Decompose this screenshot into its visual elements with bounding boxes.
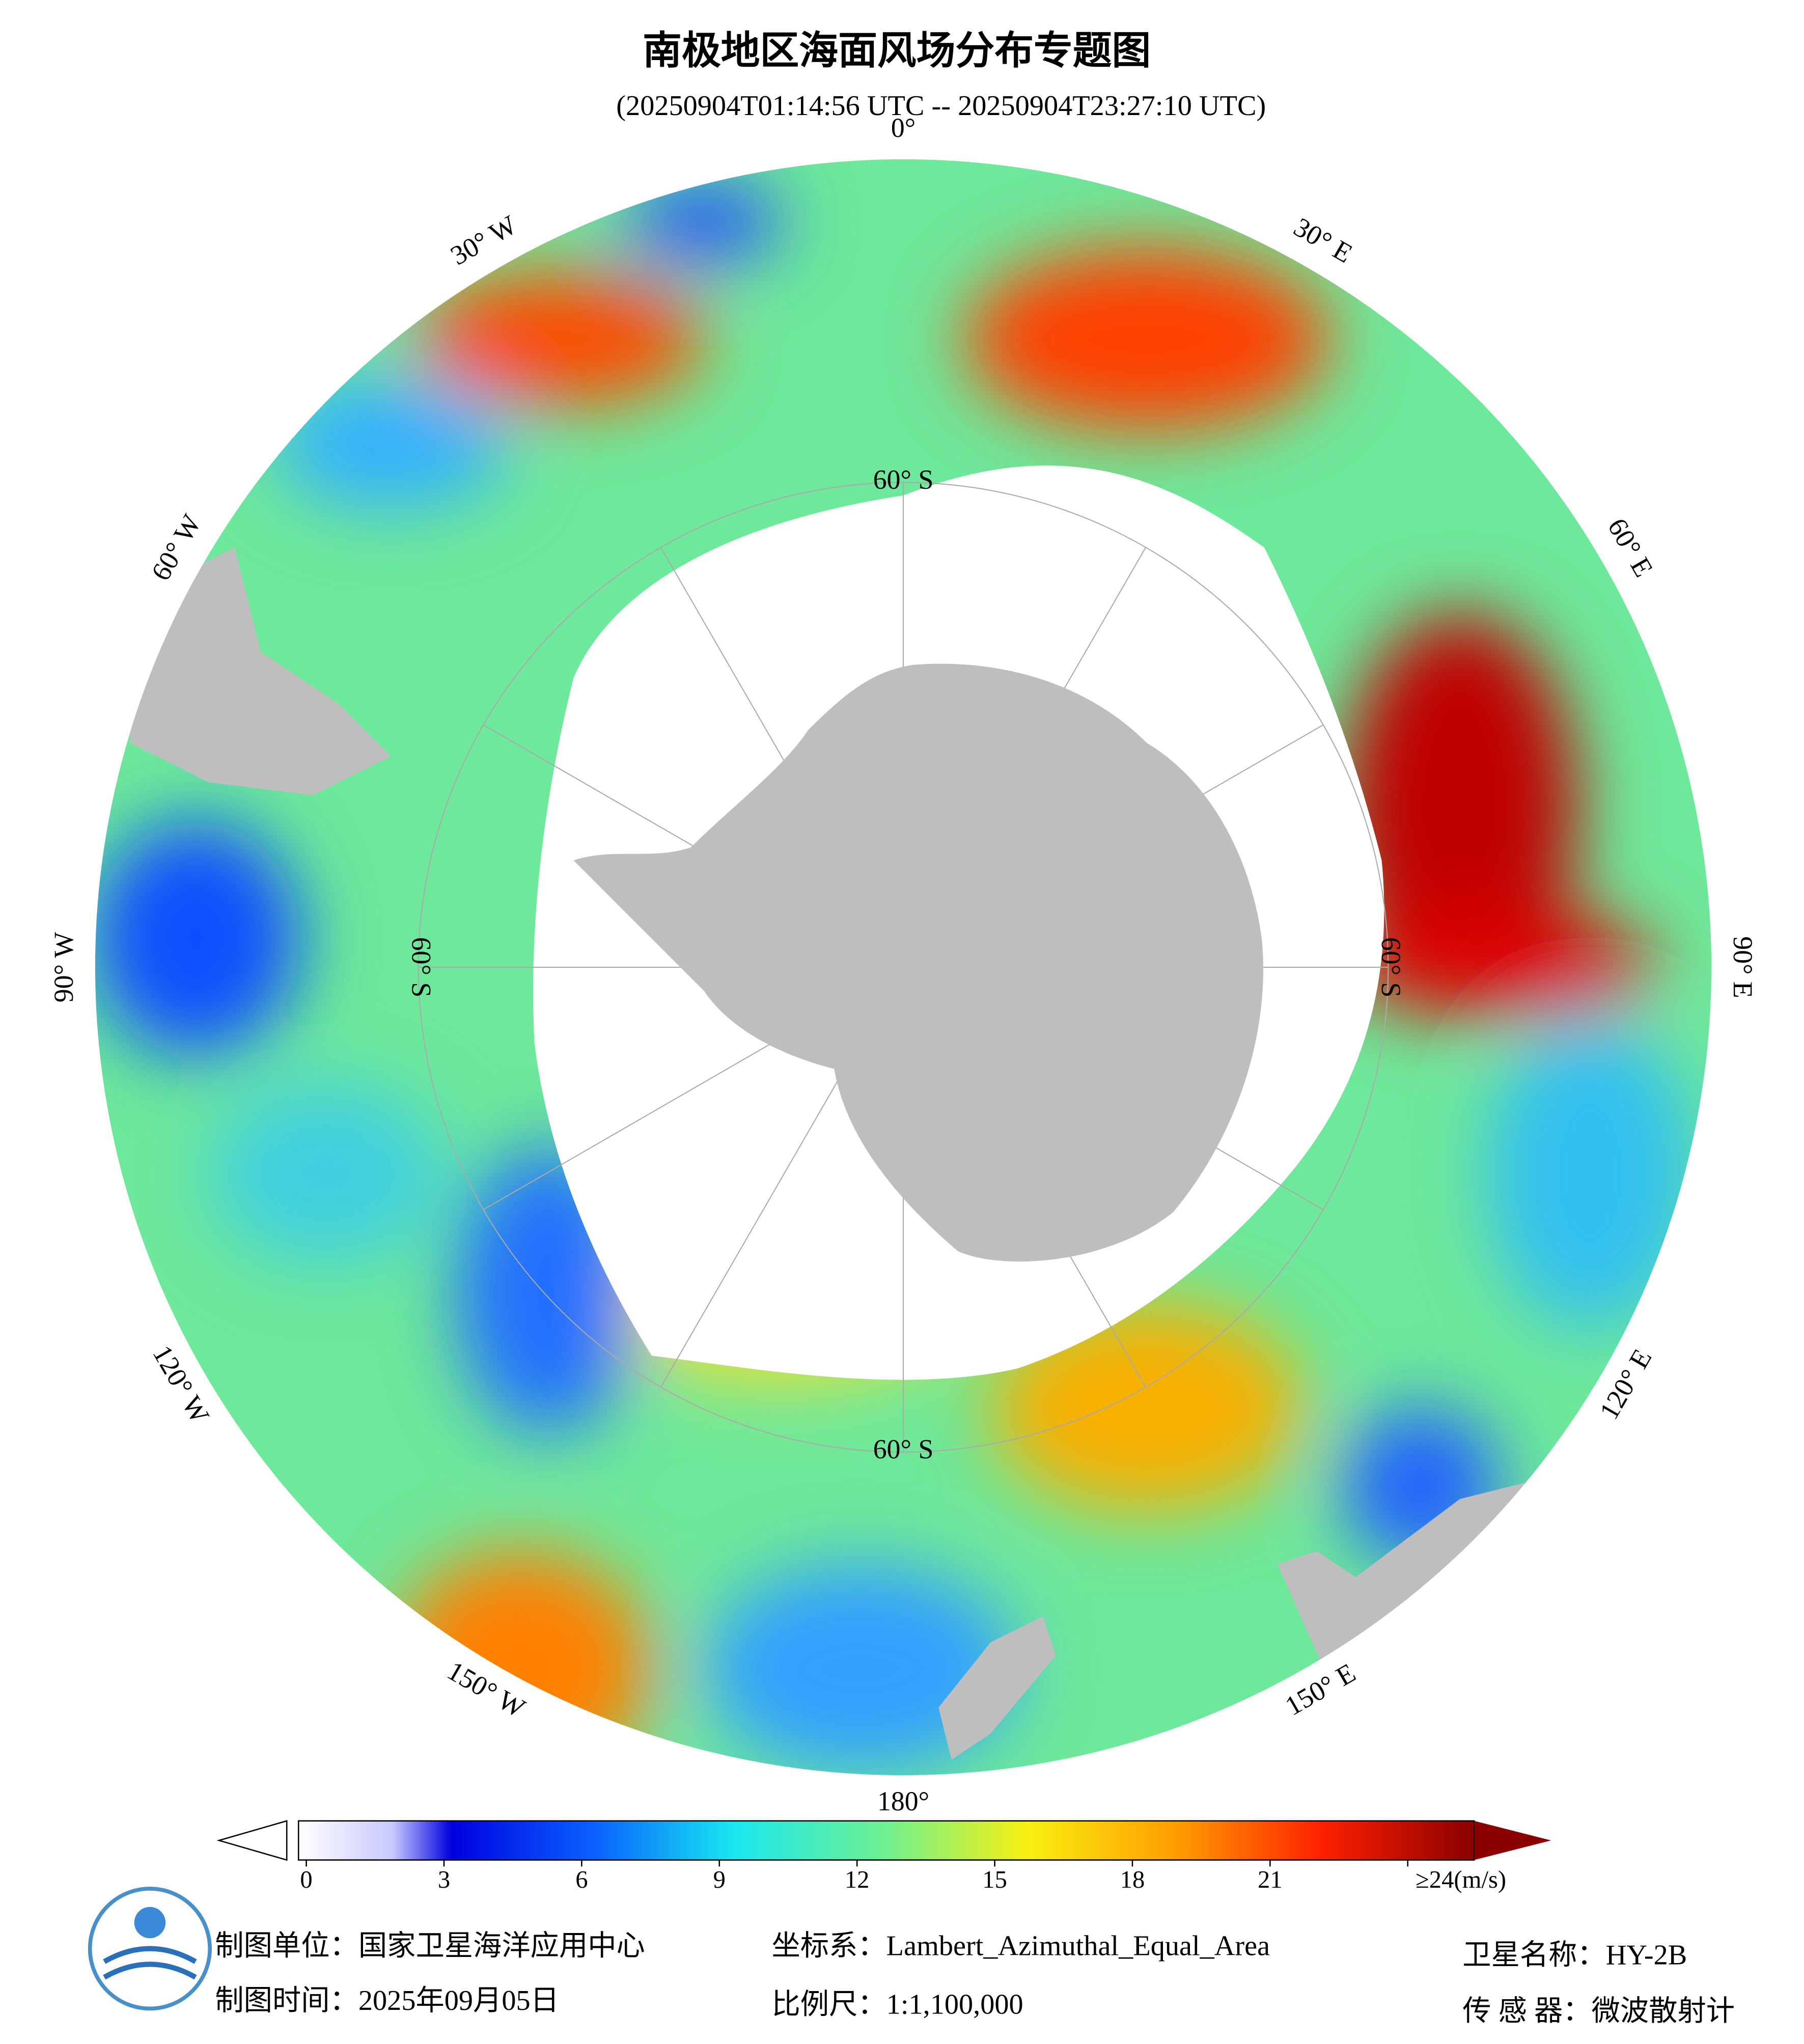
colorbar-low-arrow xyxy=(216,1820,288,1861)
colorbar-tick-label: 9 xyxy=(713,1866,726,1893)
colorbar-high-arrow xyxy=(1474,1821,1551,1860)
colorbar: 0 3 6 9 12 15 18 21 ≥24(m/s) xyxy=(216,1820,1551,1893)
latitude-label: 60° S xyxy=(873,1434,934,1465)
title: 南极地区海面风场分布专题图 xyxy=(643,30,1151,73)
latitude-label: 60° S xyxy=(873,464,934,495)
footer-sensor: 传 感 器：微波散射计 xyxy=(1462,1996,1735,2027)
longitude-label: 0° xyxy=(891,113,915,143)
longitude-label: 30° E xyxy=(1289,211,1357,269)
longitude-label: 180° xyxy=(877,1786,929,1816)
footer-satellite: 卫星名称：HY-2B xyxy=(1462,1939,1687,1971)
longitude-label: 60° E xyxy=(1602,513,1659,582)
longitude-label: 90° E xyxy=(1728,936,1758,998)
colorbar-tick-label: 18 xyxy=(1120,1866,1145,1893)
latitude-label: 60° S xyxy=(1376,937,1406,998)
longitude-label: 90° W xyxy=(48,932,79,1002)
colorbar-tick-label: 0 xyxy=(300,1866,312,1893)
antarctica xyxy=(573,663,1264,1262)
colorbar-tick-label: 12 xyxy=(845,1866,870,1893)
colorbar-bar xyxy=(297,1820,1475,1861)
subtitle: (20250904T01:14:56 UTC -- 20250904T23:27… xyxy=(616,90,1266,122)
colorbar-tick-label: ≥24(m/s) xyxy=(1416,1866,1506,1893)
logo xyxy=(88,1887,212,2011)
footer-crs: 坐标系：Lambert_Azimuthal_Equal_Area xyxy=(772,1930,1270,1962)
footer-date: 制图时间：2025年09月05日 xyxy=(215,1985,559,2017)
colorbar-tick-label: 21 xyxy=(1258,1866,1283,1893)
colorbar-tick-label: 15 xyxy=(982,1866,1007,1893)
latitude-label: 60° S xyxy=(406,937,436,998)
colorbar-tick-label: 6 xyxy=(575,1866,588,1893)
footer-unit: 制图单位：国家卫星海洋应用中心 xyxy=(215,1930,645,1962)
latitude-labels: 60° S 60° S 60° S 60° S xyxy=(406,464,1406,1465)
colorbar-tick-label: 3 xyxy=(438,1866,450,1893)
footer-scale: 比例尺：1:1,100,000 xyxy=(772,1989,1023,2021)
